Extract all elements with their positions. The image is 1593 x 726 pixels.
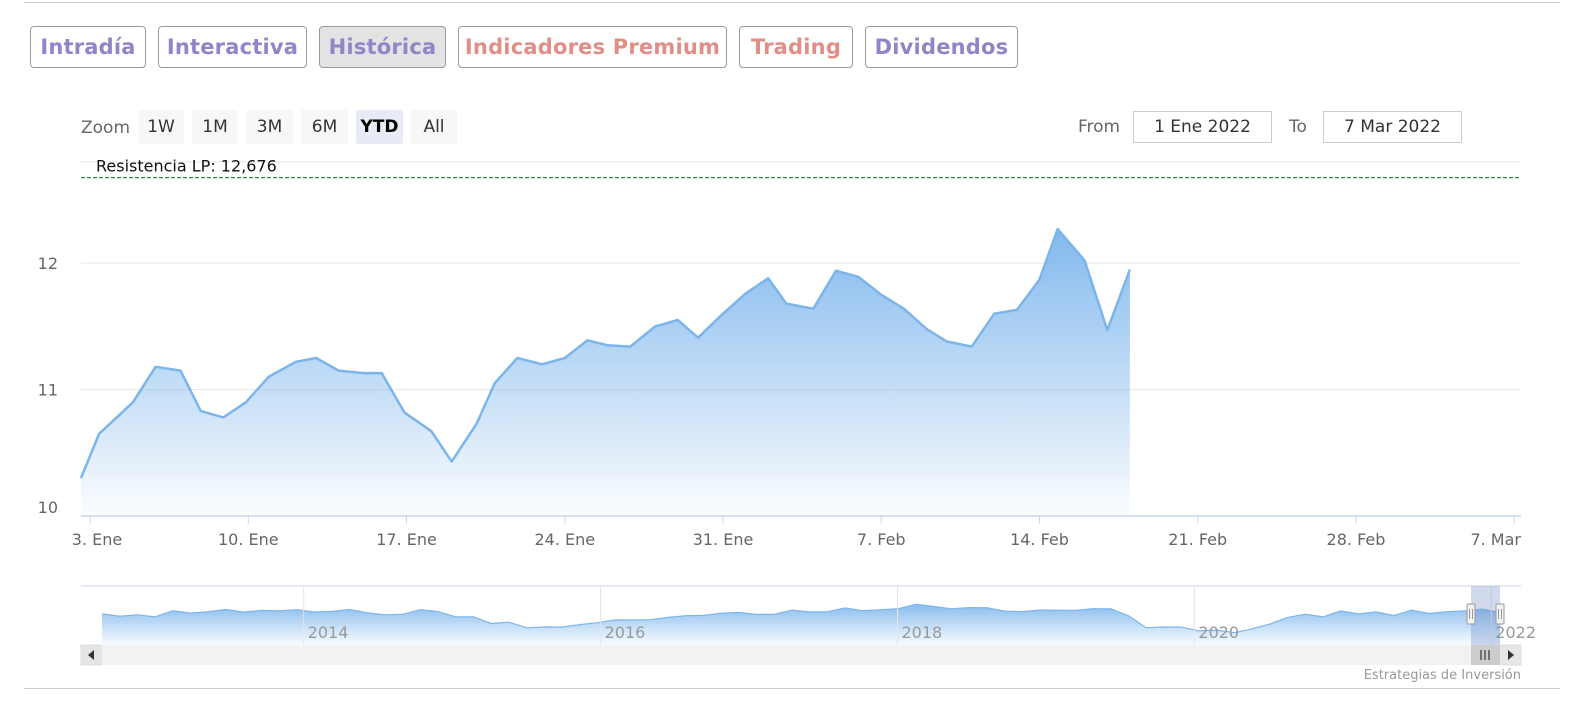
price-series <box>79 227 1132 516</box>
zoom-3m-button[interactable]: 3M <box>246 110 293 144</box>
navigator-year-label: 2016 <box>605 623 646 642</box>
navigator-left-handle[interactable] <box>1466 603 1476 625</box>
range-to-input[interactable]: 7 Mar 2022 <box>1323 111 1462 143</box>
y-tick-label: 10 <box>38 498 58 517</box>
navigator-year-label: 2022 <box>1495 623 1536 642</box>
x-tick-label: 3. Ene <box>72 530 122 549</box>
range-from-input[interactable]: 1 Ene 2022 <box>1133 111 1272 143</box>
scrollbar-track <box>81 645 1521 665</box>
navigator-year-label: 2014 <box>308 623 349 642</box>
x-tick-label: 7. Feb <box>857 530 906 549</box>
bottom-divider <box>24 688 1560 689</box>
tab-trading[interactable]: Trading <box>739 26 853 68</box>
range-from-label: From <box>1078 117 1121 137</box>
tab-intradia[interactable]: Intradía <box>30 26 146 68</box>
chart-credit: Estrategias de Inversión <box>1363 668 1521 683</box>
x-tick-label: 17. Ene <box>376 530 437 549</box>
tab-dividendos[interactable]: Dividendos <box>865 26 1018 68</box>
price-area-fill <box>81 229 1130 516</box>
range-to-label: To <box>1289 117 1307 137</box>
zoom-1w-button[interactable]: 1W <box>138 110 184 144</box>
y-tick-label: 12 <box>38 254 58 273</box>
x-tick-label: 21. Feb <box>1168 530 1227 549</box>
x-tick-label: 14. Feb <box>1010 530 1069 549</box>
zoom-ytd-button[interactable]: YTD <box>356 110 403 144</box>
x-tick-label: 28. Feb <box>1327 530 1386 549</box>
tab-indicadores-premium[interactable]: Indicadores Premium <box>458 26 727 68</box>
x-tick-label: 7. Mar <box>1470 530 1521 549</box>
zoom-all-button[interactable]: All <box>411 110 457 144</box>
x-tick-label: 24. Ene <box>534 530 595 549</box>
navigator-line <box>101 603 1501 634</box>
navigator-year-label: 2020 <box>1198 623 1239 642</box>
arrow-left-icon <box>88 650 94 660</box>
navigator-year-label: 2018 <box>901 623 942 642</box>
x-tick-label: 10. Ene <box>218 530 279 549</box>
y-axis-labels: 10 11 12 <box>38 254 58 517</box>
navigator-right-handle[interactable] <box>1495 603 1505 625</box>
top-divider <box>24 2 1560 3</box>
x-axis-ticks: 3. Ene 10. Ene 17. Ene 24. Ene 31. Ene 7. Feb… <box>72 516 1521 549</box>
arrow-right-icon <box>1508 650 1514 660</box>
navigator: 2014 2016 2018 2020 2022 <box>80 585 1536 666</box>
handle-body <box>1466 603 1476 625</box>
navigator-selected-window <box>1471 586 1500 645</box>
resistance-line-group: Resistencia LP: 12,676 <box>81 157 1521 179</box>
handle-body <box>1495 603 1505 625</box>
resistance-label: Resistencia LP: 12,676 <box>96 157 277 176</box>
scrollbar <box>80 644 1522 666</box>
navigator-area-fill <box>102 604 1500 645</box>
y-tick-label: 11 <box>38 381 58 400</box>
zoom-1m-button[interactable]: 1M <box>192 110 238 144</box>
tab-interactiva[interactable]: Interactiva <box>158 26 307 68</box>
x-tick-label: 31. Ene <box>693 530 754 549</box>
tab-historica[interactable]: Histórica <box>319 26 446 68</box>
zoom-6m-button[interactable]: 6M <box>301 110 348 144</box>
zoom-label: Zoom <box>81 118 131 138</box>
